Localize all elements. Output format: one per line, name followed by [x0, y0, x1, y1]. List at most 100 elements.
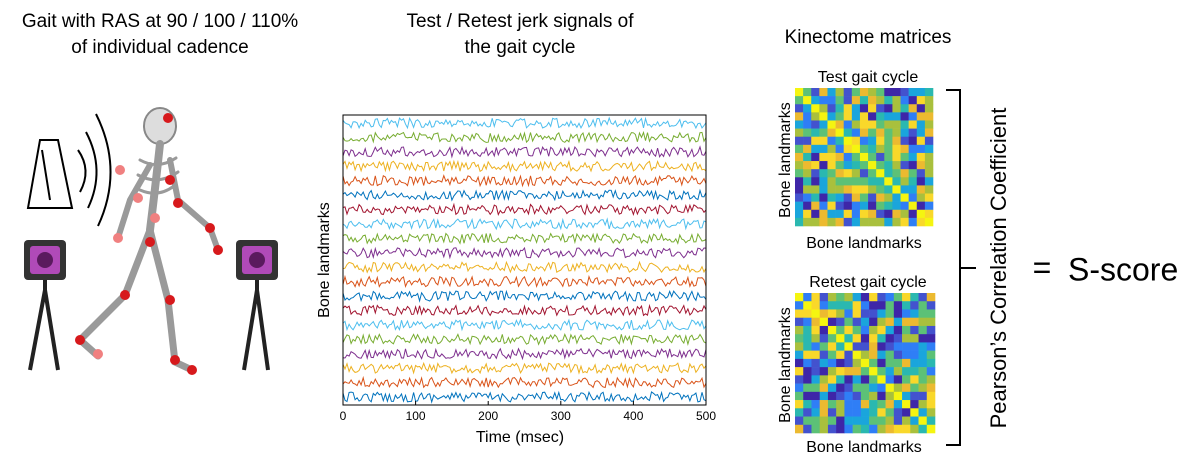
matrix-cell [795, 408, 804, 417]
matrix-cell [819, 367, 829, 376]
matrix-cell [892, 136, 901, 146]
matrix-cell [918, 383, 928, 393]
matrix-cell [860, 350, 870, 360]
matrix-cell [869, 309, 878, 319]
matrix-cell [843, 177, 853, 186]
matrix-cell [892, 169, 901, 178]
matrix-cell [924, 88, 934, 97]
matrix-cell [795, 416, 804, 426]
matrix-cell [803, 317, 812, 327]
matrix-cell [926, 293, 936, 302]
matrix-cell [869, 317, 878, 327]
matrix-cell [803, 383, 812, 393]
matrix-cell [926, 301, 936, 310]
matrix-cell [860, 309, 870, 319]
matrix-cell [827, 350, 837, 360]
matrix-cell [892, 112, 901, 121]
matrix-cell [844, 367, 853, 376]
matrix-cell [803, 88, 812, 97]
matrix-cell [835, 209, 845, 219]
x-tick-label: 400 [623, 409, 643, 423]
matrix-cell [835, 185, 845, 194]
matrix-cell [900, 161, 909, 170]
matrix-cell [843, 88, 853, 97]
matrix-cell [868, 169, 877, 178]
matrix-cell [844, 424, 853, 434]
matrix-cell [924, 169, 934, 178]
matrix-cell [851, 185, 861, 194]
matrix-cell [892, 120, 901, 129]
matrix-cell [924, 217, 934, 227]
signal-trace [342, 390, 707, 404]
signal-trace [342, 260, 707, 274]
matrix-cell [918, 375, 928, 384]
matrix-cell [869, 391, 878, 401]
matrix-cell [924, 128, 934, 138]
matrix-cell [860, 358, 870, 368]
matrix-cell [869, 325, 878, 335]
matrix-cell [876, 120, 885, 129]
matrix-cell [795, 209, 804, 219]
matrix-cell [795, 169, 804, 178]
matrix-cell [900, 177, 909, 186]
signal-trace [342, 232, 707, 245]
matrix-cell [885, 367, 895, 376]
matrix-cell [811, 217, 820, 227]
matrix-cell [795, 301, 804, 310]
matrix-cell [803, 128, 812, 138]
matrix-cell [918, 293, 928, 302]
matrix-cell [803, 169, 812, 178]
matrix-cell [885, 309, 895, 319]
matrix-cell [877, 400, 886, 409]
matrix-cell [884, 193, 893, 202]
matrix-cell [859, 144, 869, 154]
matrix-cell [827, 367, 837, 376]
matrix-cell [876, 96, 885, 105]
matrix-cell [835, 128, 845, 138]
matrix-cell [877, 391, 886, 401]
matrix-cell [910, 342, 919, 351]
matrix-cell [918, 317, 928, 327]
matrix-cell [803, 391, 812, 401]
matrix-cell [916, 120, 926, 129]
matrix-cell [916, 96, 926, 105]
matrix-cell [811, 201, 820, 211]
matrix-cell [844, 375, 853, 384]
matrix-cell [836, 383, 845, 393]
matrix-cell [868, 209, 877, 219]
matrix-cell [852, 342, 862, 351]
matrix-cell [910, 375, 919, 384]
matrix-cell [795, 104, 804, 113]
matrix-cell [819, 408, 829, 417]
matrix-cell [811, 161, 820, 170]
matrix-cell [908, 120, 918, 129]
matrix-cell [884, 152, 893, 162]
matrix-cell [892, 161, 901, 170]
matrix-title: Test gait cycle [818, 69, 919, 86]
matrix-cell [803, 104, 812, 113]
matrix-cell [893, 334, 903, 343]
matrix-cell [795, 136, 804, 146]
matrix-cell [843, 169, 853, 178]
matrix-cell [803, 120, 812, 129]
matrix-cell [908, 128, 918, 138]
matrix-cell [795, 358, 804, 368]
matrix-cell [876, 104, 885, 113]
matrix-cell [827, 120, 836, 129]
matrix-cell [876, 128, 885, 138]
matrix-cell [877, 317, 886, 327]
signal-trace [342, 174, 707, 188]
matrix-cell [869, 301, 878, 310]
matrix-cell [835, 88, 845, 97]
matrix-cell [859, 217, 869, 227]
matrix-cell [827, 144, 836, 154]
matrix-title: Retest gait cycle [809, 274, 926, 291]
matrix-cell [852, 317, 862, 327]
matrix-cell [803, 350, 812, 360]
matrix-cell [843, 193, 853, 202]
panel-title: Gait with RAS at 90 / 100 / 110% [22, 11, 298, 32]
matrix-cell [876, 161, 885, 170]
matrix-cell [811, 112, 820, 121]
matrix-cell [884, 136, 893, 146]
